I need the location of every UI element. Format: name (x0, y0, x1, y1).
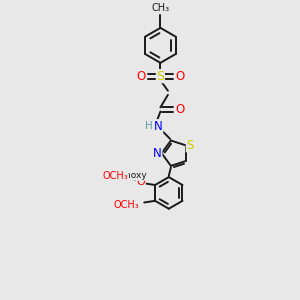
Text: H: H (145, 121, 153, 131)
Text: methoxy: methoxy (107, 171, 147, 180)
Text: CH₃: CH₃ (151, 3, 169, 13)
Text: N: N (153, 147, 162, 160)
Text: OCH₃: OCH₃ (102, 171, 128, 181)
Text: S: S (156, 70, 164, 83)
Text: O: O (175, 103, 184, 116)
Text: OCH₃: OCH₃ (114, 200, 140, 210)
Text: N: N (154, 120, 163, 133)
Text: S: S (186, 139, 194, 152)
Text: O: O (136, 177, 145, 187)
Text: O: O (175, 70, 184, 83)
Text: O: O (136, 70, 146, 83)
